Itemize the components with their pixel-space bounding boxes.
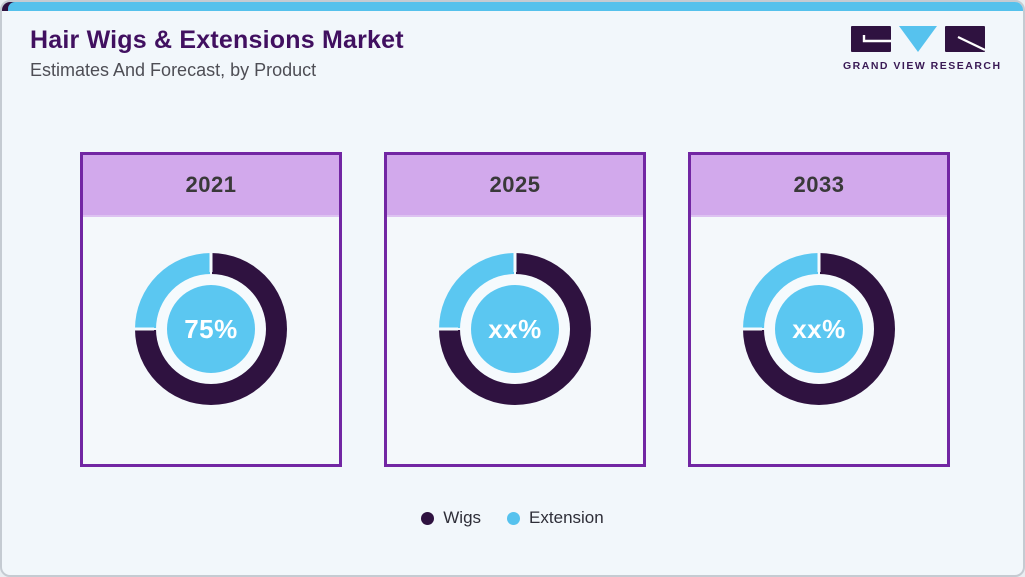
card-2033-header: 2033 [691, 155, 947, 217]
logo-wordmark: GRAND VIEW RESEARCH [843, 60, 1002, 72]
donut-chart-2025: xx% [439, 253, 591, 405]
legend-item-extension: Extension [507, 508, 604, 528]
donut-center-value: 75% [184, 313, 238, 344]
logo-r-block-icon [945, 26, 985, 52]
page-title: Hair Wigs & Extensions Market [30, 26, 404, 54]
logo-v-triangle-icon [899, 26, 937, 52]
legend-item-wigs: Wigs [421, 508, 481, 528]
chart-legend: Wigs Extension [2, 508, 1023, 528]
donut-inner-ring: xx% [764, 274, 874, 384]
header: Hair Wigs & Extensions Market Estimates … [30, 26, 404, 81]
logo-g-block-icon [851, 26, 891, 52]
gvr-logo: GRAND VIEW RESEARCH [843, 26, 1002, 72]
donut-inner-ring: 75% [156, 274, 266, 384]
donut-center: xx% [471, 285, 559, 373]
card-2025: 2025 xx% [384, 152, 646, 467]
donut-chart-2033: xx% [743, 253, 895, 405]
donut-center-value: xx% [792, 313, 846, 344]
card-year-label: 2025 [489, 172, 541, 197]
top-accent-bar [8, 2, 1023, 11]
legend-dot-extension-icon [507, 511, 521, 525]
donut-inner-ring: xx% [460, 274, 570, 384]
page-subtitle: Estimates And Forecast, by Product [30, 60, 317, 80]
card-2021: 2021 75% [80, 152, 342, 467]
card-2033: 2033 xx% [688, 152, 950, 467]
gvr-logo-icon [843, 26, 993, 53]
donut-center: 75% [167, 285, 255, 373]
card-year-label: 2021 [185, 172, 237, 197]
card-year-label: 2033 [793, 172, 845, 197]
donut-cards-row: 2021 75% 2025 [80, 152, 950, 467]
donut-center-value: xx% [488, 313, 542, 344]
donut-center: xx% [775, 285, 863, 373]
card-2021-header: 2021 [83, 155, 339, 217]
card-2025-body: xx% [387, 217, 643, 465]
legend-label-extension: Extension [529, 508, 604, 527]
donut-chart-2021: 75% [135, 253, 287, 405]
card-2021-body: 75% [83, 217, 339, 465]
card-2025-header: 2025 [387, 155, 643, 217]
card-2033-body: xx% [691, 217, 947, 465]
legend-dot-wigs-icon [421, 511, 435, 525]
legend-label-wigs: Wigs [443, 508, 482, 527]
